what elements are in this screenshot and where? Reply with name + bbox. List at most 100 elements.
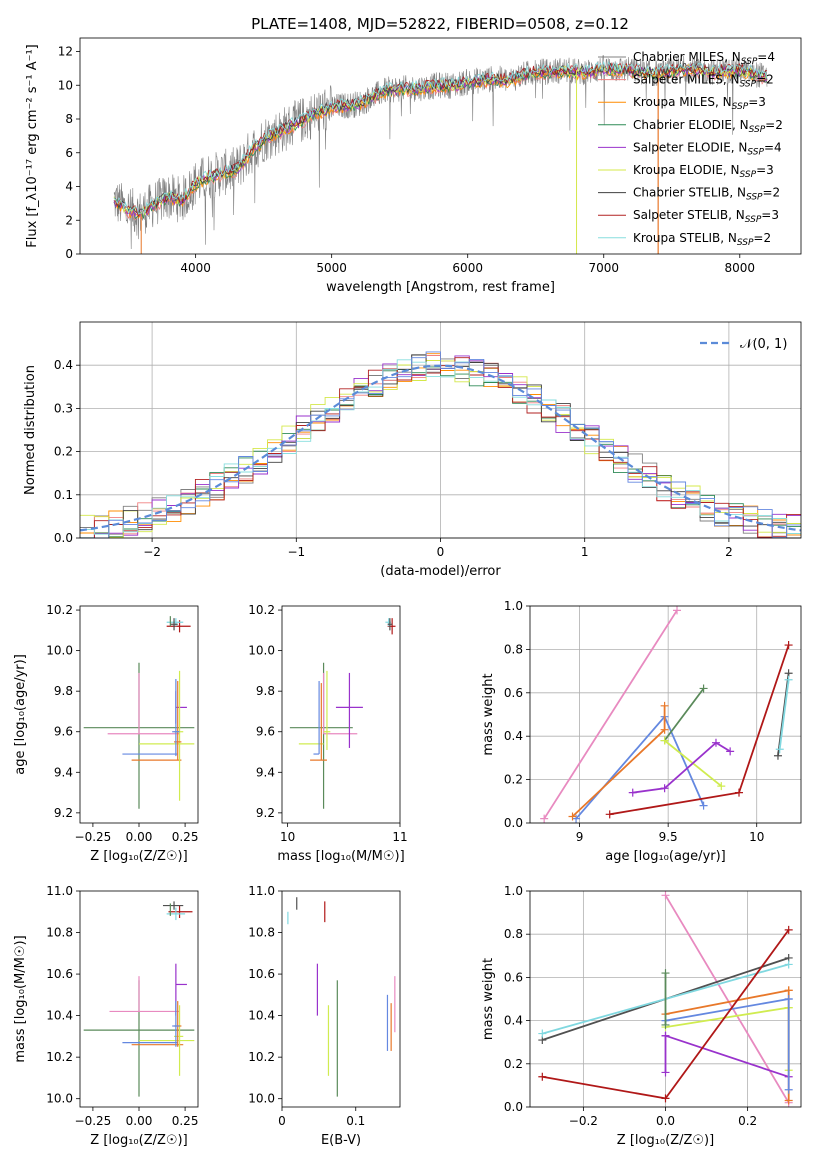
- y-tick-label: 1.0: [504, 599, 523, 613]
- model-spectrum: [113, 60, 768, 215]
- axes-residuals: −2 −1 0 1 2 0.0 0.1 0.2 0.3 0.4: [54, 322, 802, 559]
- x-tick-label: −1: [287, 545, 305, 559]
- weight-series: [778, 679, 790, 750]
- y-tick-label: 0.2: [504, 1057, 523, 1071]
- errorbars: [287, 897, 396, 1097]
- errorbar-point: [322, 672, 358, 735]
- y-tick-label: 10.0: [46, 1092, 73, 1106]
- histograms: [80, 351, 801, 539]
- y-tick-label: 10.8: [46, 926, 73, 940]
- errorbar-point: [172, 679, 180, 757]
- y-tick-label: 9.8: [54, 684, 73, 698]
- errorbar-point: [310, 683, 327, 761]
- weight-marker: [661, 969, 670, 978]
- weight-marker: [605, 810, 614, 819]
- x-tick-label: 11: [392, 830, 407, 844]
- y-axis-label: mass [log₁₀(M/M☉)]: [13, 935, 28, 1062]
- x-tick-label: 1: [581, 545, 589, 559]
- legend-label: Salpeter MILES, NSSP=2: [633, 73, 774, 90]
- weight-marker: [660, 725, 669, 734]
- axes-frame: [79, 890, 199, 1108]
- x-axis-label: age [log₁₀(age/yr)]: [605, 849, 726, 864]
- weight-marker: [660, 701, 669, 710]
- y-tick-label: 0.6: [504, 686, 523, 700]
- axes-frame: [281, 605, 401, 824]
- x-tick-label: 0.00: [126, 830, 153, 844]
- weight-lines: [538, 891, 793, 1107]
- y-tick-label: 0.4: [504, 1014, 523, 1028]
- x-axis-label: Z [log₁₀(Z/Z☉)]: [90, 1133, 187, 1148]
- x-tick-label: 0.0: [656, 1114, 675, 1128]
- axes-age_vs_Z: −0.25 0.00 0.25 9.2 9.4 9.6 9.8 10.0 10.2: [46, 603, 198, 844]
- weight-marker: [784, 675, 793, 684]
- y-tick-label: 0.6: [504, 970, 523, 984]
- weight-marker: [538, 1029, 547, 1038]
- weight-marker: [784, 1085, 793, 1094]
- y-tick-label: 10.4: [46, 1009, 73, 1023]
- histogram-series: [80, 357, 801, 539]
- x-tick-label: 0.00: [126, 1114, 153, 1128]
- weight-marker: [540, 814, 549, 823]
- legend: Chabrier MILES, NSSP=4 Salpeter MILES, NS…: [598, 50, 783, 248]
- x-axis-label: Z [log₁₀(Z/Z☉)]: [90, 849, 187, 864]
- y-tick-label: 0.0: [504, 816, 523, 830]
- weight-series: [665, 1006, 789, 1028]
- legend-label: Salpeter STELIB, NSSP=3: [633, 208, 779, 225]
- weight-marker: [784, 641, 793, 650]
- weight-marker: [661, 1068, 670, 1077]
- weight-series: [665, 998, 789, 1022]
- errorbar-point: [170, 618, 178, 631]
- y-tick-label: 11.0: [46, 884, 73, 898]
- x-tick-label: −2: [143, 545, 161, 559]
- errorbar-point: [172, 1001, 180, 1047]
- axes-weight_vs_age: 9 9.5 10 0.0 0.2 0.4 0.6 0.8 1.0: [504, 599, 801, 844]
- spectrum-lines: [113, 55, 768, 254]
- weight-series: [543, 609, 678, 820]
- weight-marker: [784, 925, 793, 934]
- axes-weight_vs_Z: −0.2 0.0 0.2 0.0 0.2 0.4 0.6 0.8 1.0: [504, 884, 801, 1128]
- y-tick-label: 10.6: [248, 967, 275, 981]
- weight-series: [575, 715, 705, 820]
- weight-series: [665, 1034, 789, 1078]
- errorbars: [289, 618, 396, 809]
- y-tick-label: 6: [65, 146, 73, 160]
- x-tick-label: 0.25: [172, 1114, 199, 1128]
- x-tick-label: 5000: [316, 261, 347, 275]
- x-tick-label: −0.25: [75, 1114, 112, 1128]
- errorbar-point: [166, 618, 184, 627]
- x-tick-label: 8000: [725, 261, 756, 275]
- y-tick-label: 10.0: [248, 644, 275, 658]
- axes-spectrum: 4000 5000 6000 7000 8000 0 2 4 6 8 10 12: [58, 45, 768, 275]
- errorbar-point: [107, 672, 180, 735]
- y-tick-label: 11.0: [248, 884, 275, 898]
- axes-frame: [281, 890, 401, 1108]
- axes-frame: [529, 605, 802, 824]
- errorbar-point: [174, 1001, 182, 1047]
- weight-marker: [661, 891, 670, 900]
- errorbar-point: [166, 907, 186, 921]
- y-axis-label: Flux [f_λ10⁻¹⁷ erg cm⁻² s⁻¹ A⁻¹]: [25, 44, 40, 248]
- errorbar-point: [109, 976, 180, 1013]
- y-tick-label: 2: [65, 213, 73, 227]
- x-tick-label: 10: [749, 830, 764, 844]
- errorbar-point: [174, 681, 182, 761]
- weight-marker: [735, 788, 744, 797]
- weight-marker: [661, 1020, 670, 1029]
- x-tick-label: 9: [576, 830, 584, 844]
- x-tick-label: 7000: [588, 261, 619, 275]
- legend-label: Kroupa ELODIE, NSSP=3: [633, 163, 774, 180]
- legend-label: Kroupa STELIB, NSSP=2: [633, 231, 771, 248]
- y-tick-label: 9.6: [256, 725, 275, 739]
- axes-frame: [79, 37, 802, 255]
- x-tick-label: 0.2: [738, 1114, 757, 1128]
- weight-series: [663, 687, 705, 742]
- x-tick-label: 6000: [452, 261, 483, 275]
- y-tick-label: 10.2: [46, 1050, 73, 1064]
- y-tick-label: 0.0: [54, 531, 73, 545]
- y-tick-label: 10.2: [46, 603, 73, 617]
- y-tick-label: 10.6: [46, 967, 73, 981]
- weight-marker: [717, 782, 726, 791]
- x-tick-label: −0.25: [75, 830, 112, 844]
- y-tick-label: 0: [65, 247, 73, 261]
- y-tick-label: 10: [58, 78, 73, 92]
